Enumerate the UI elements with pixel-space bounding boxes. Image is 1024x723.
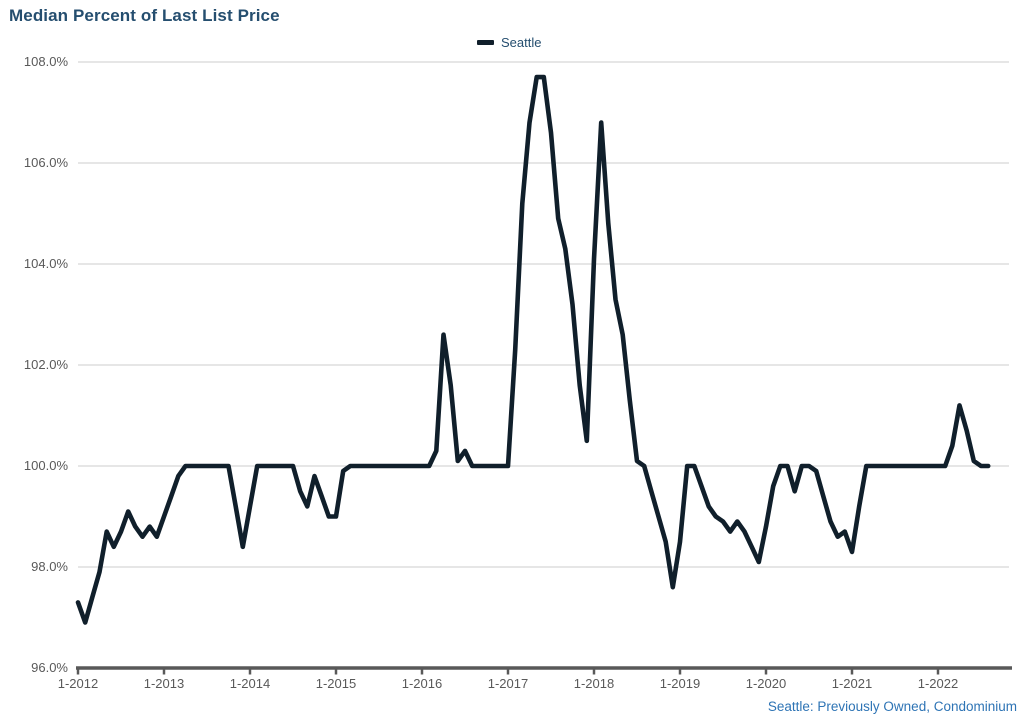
x-tick-label: 1-2012 [57, 676, 99, 691]
x-tick-label: 1-2022 [917, 676, 959, 691]
y-tick-label: 98.0% [31, 559, 68, 574]
x-tick-label: 1-2021 [831, 676, 873, 691]
legend-series-label: Seattle [501, 35, 542, 50]
x-tick-label: 1-2016 [401, 676, 443, 691]
x-tick-label: 1-2019 [659, 676, 701, 691]
legend-line-swatch-icon [477, 40, 494, 45]
x-tick-label: 1-2018 [573, 676, 615, 691]
y-tick-label: 96.0% [31, 660, 68, 675]
chart-title: Median Percent of Last List Price [9, 6, 280, 25]
x-tick-label: 1-2017 [487, 676, 529, 691]
y-tick-label: 104.0% [23, 256, 68, 271]
legend: Seattle [477, 35, 541, 50]
x-tick-label: 1-2020 [745, 676, 787, 691]
seattle-series-line [75, 74, 991, 625]
x-tick-label: 1-2015 [315, 676, 357, 691]
y-tick-label: 100.0% [23, 458, 68, 473]
chart-footnote: Seattle: Previously Owned, Condominium [767, 699, 1017, 714]
y-tick-label: 106.0% [23, 155, 68, 170]
x-tick-label: 1-2013 [143, 676, 185, 691]
y-tick-label: 108.0% [23, 54, 68, 69]
x-tick-label: 1-2014 [229, 676, 271, 691]
y-tick-label: 102.0% [23, 357, 68, 372]
